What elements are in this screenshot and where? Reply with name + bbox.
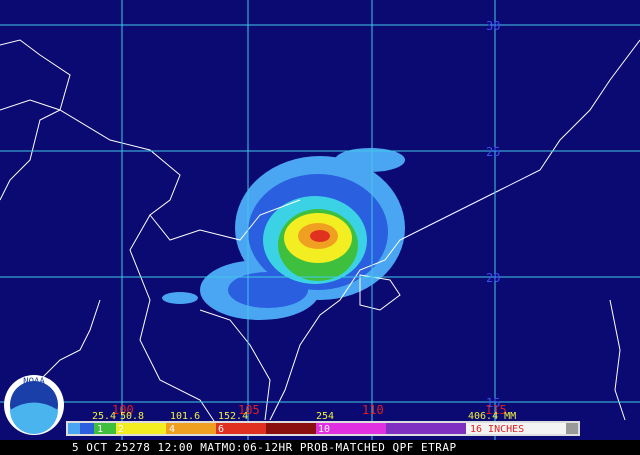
lat-label: 20 xyxy=(486,271,500,285)
legend-inch-label: 1 xyxy=(97,424,103,435)
legend-mm-label: 406.4 MM xyxy=(468,411,516,422)
legend-inch-label: 2 xyxy=(118,424,124,435)
legend: 25.4 50.8 101.6 152.4 254 406.4 MM 1 2 4… xyxy=(66,411,580,436)
lat-label: 25 xyxy=(486,145,500,159)
legend-mm-label: 50.8 xyxy=(120,411,144,422)
lon-label: 110 xyxy=(362,403,384,417)
coastlines xyxy=(0,39,640,431)
legend-mm-label: 254 xyxy=(316,411,334,422)
lon-label: 100 xyxy=(112,403,134,417)
legend-inch-label: 6 xyxy=(218,424,224,435)
legend-inch-label: 4 xyxy=(169,424,175,435)
legend-inch-label: 16 INCHES xyxy=(470,424,524,435)
caption: 5 OCT 25278 12:00 MATMO:06-12HR PROB-MAT… xyxy=(72,441,457,454)
grid xyxy=(0,0,640,440)
noaa-logo: NOAA xyxy=(4,375,64,435)
logo-text: NOAA xyxy=(23,377,45,387)
legend-inch-label: 10 xyxy=(318,424,330,435)
lat-label: 30 xyxy=(486,19,500,33)
legend-mm-label: 25.4 xyxy=(92,411,116,422)
legend-mm-label: 101.6 xyxy=(170,411,200,422)
lon-label: 105 xyxy=(238,403,260,417)
legend-mm-label: 152.4 xyxy=(218,411,248,422)
lat-label: 15 xyxy=(486,396,500,410)
caption-bar xyxy=(0,440,640,455)
lon-label: 115 xyxy=(485,403,507,417)
